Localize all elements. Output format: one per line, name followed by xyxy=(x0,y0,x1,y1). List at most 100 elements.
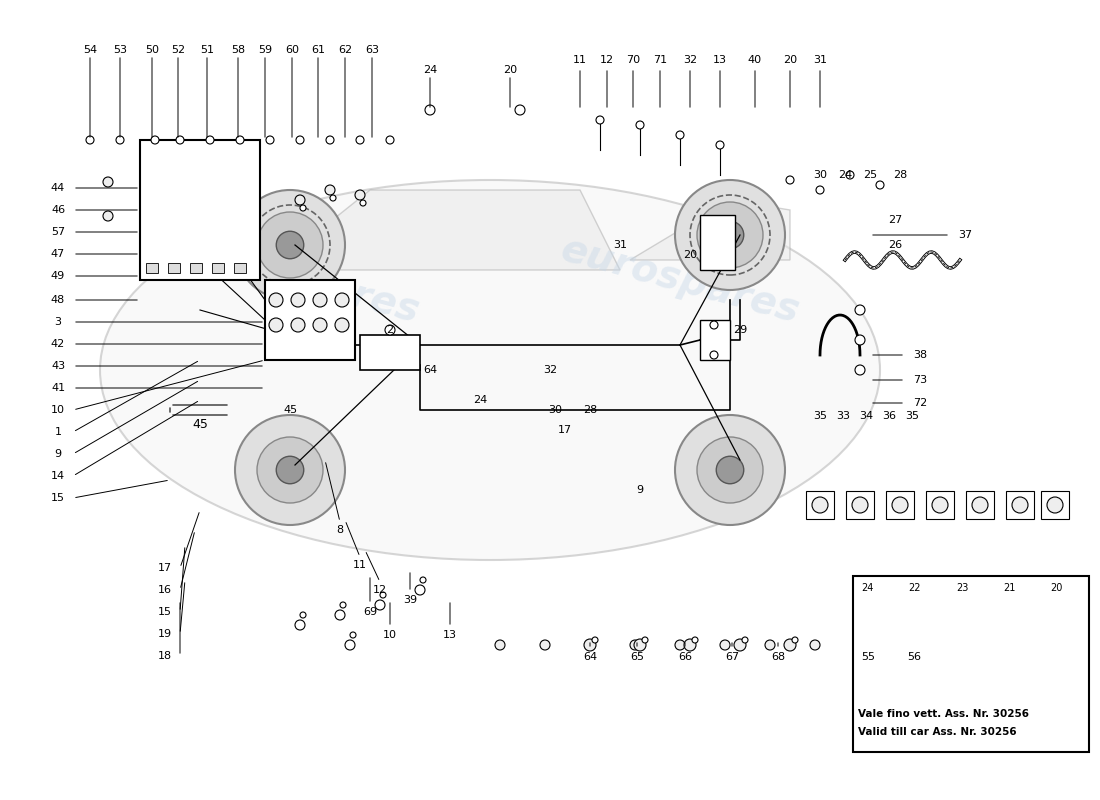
Circle shape xyxy=(692,637,698,643)
Circle shape xyxy=(116,136,124,144)
Text: 31: 31 xyxy=(813,55,827,65)
Circle shape xyxy=(266,136,274,144)
Circle shape xyxy=(415,585,425,595)
Circle shape xyxy=(972,497,988,513)
Circle shape xyxy=(336,293,349,307)
Circle shape xyxy=(716,141,724,149)
Circle shape xyxy=(932,497,948,513)
Bar xyxy=(1006,491,1034,519)
Circle shape xyxy=(292,318,305,332)
Circle shape xyxy=(420,577,426,583)
Text: 58: 58 xyxy=(231,45,245,55)
Circle shape xyxy=(540,640,550,650)
Circle shape xyxy=(876,181,884,189)
Circle shape xyxy=(642,637,648,643)
Text: 17: 17 xyxy=(558,425,572,435)
Text: 13: 13 xyxy=(443,630,456,640)
Text: 45: 45 xyxy=(283,405,297,415)
Circle shape xyxy=(276,231,304,258)
Circle shape xyxy=(379,592,386,598)
Circle shape xyxy=(734,639,746,651)
Circle shape xyxy=(720,640,730,650)
Ellipse shape xyxy=(100,180,880,560)
Text: 15: 15 xyxy=(51,493,65,503)
Text: 47: 47 xyxy=(51,249,65,259)
Circle shape xyxy=(103,177,113,187)
Text: 15: 15 xyxy=(158,607,172,617)
Circle shape xyxy=(716,222,744,249)
Bar xyxy=(146,263,158,273)
Circle shape xyxy=(336,610,345,620)
Circle shape xyxy=(742,637,748,643)
Circle shape xyxy=(855,365,865,375)
Text: 69: 69 xyxy=(363,607,377,617)
Circle shape xyxy=(375,600,385,610)
Bar xyxy=(966,491,994,519)
Circle shape xyxy=(385,325,395,335)
Circle shape xyxy=(846,171,854,179)
Text: 37: 37 xyxy=(958,230,972,240)
Circle shape xyxy=(855,305,865,315)
Text: 72: 72 xyxy=(913,398,927,408)
Circle shape xyxy=(792,637,798,643)
Text: 35: 35 xyxy=(813,411,827,421)
Bar xyxy=(700,320,730,360)
Circle shape xyxy=(176,136,184,144)
Circle shape xyxy=(596,116,604,124)
Circle shape xyxy=(855,335,865,345)
Bar xyxy=(806,491,834,519)
Text: 68: 68 xyxy=(771,652,785,662)
Circle shape xyxy=(922,637,928,643)
Circle shape xyxy=(296,136,304,144)
Polygon shape xyxy=(270,190,620,270)
Text: 45: 45 xyxy=(192,418,208,431)
Circle shape xyxy=(300,612,306,618)
Text: 32: 32 xyxy=(543,365,557,375)
Circle shape xyxy=(270,293,283,307)
Circle shape xyxy=(257,437,323,503)
Circle shape xyxy=(206,136,214,144)
Text: 3: 3 xyxy=(55,317,62,327)
Text: 59: 59 xyxy=(257,45,272,55)
Text: 46: 46 xyxy=(51,205,65,215)
Circle shape xyxy=(235,415,345,525)
Circle shape xyxy=(675,415,785,525)
Text: 12: 12 xyxy=(373,585,387,595)
Text: 24: 24 xyxy=(861,583,873,593)
Bar xyxy=(212,263,224,273)
Circle shape xyxy=(892,497,907,513)
Text: 73: 73 xyxy=(913,375,927,385)
Circle shape xyxy=(784,639,796,651)
Circle shape xyxy=(86,136,94,144)
Text: 48: 48 xyxy=(51,295,65,305)
Text: 29: 29 xyxy=(733,325,747,335)
Text: 56: 56 xyxy=(908,652,921,662)
Circle shape xyxy=(300,205,306,211)
Circle shape xyxy=(592,637,598,643)
Text: 25: 25 xyxy=(862,170,877,180)
Text: 28: 28 xyxy=(583,405,597,415)
Text: 16: 16 xyxy=(158,585,172,595)
Text: 18: 18 xyxy=(158,651,172,661)
Text: 52: 52 xyxy=(170,45,185,55)
Text: 66: 66 xyxy=(678,652,692,662)
Text: 50: 50 xyxy=(145,45,160,55)
Text: 12: 12 xyxy=(600,55,614,65)
Circle shape xyxy=(974,614,988,628)
Circle shape xyxy=(630,640,640,650)
Text: 40: 40 xyxy=(748,55,762,65)
Circle shape xyxy=(584,639,596,651)
Circle shape xyxy=(336,318,349,332)
Circle shape xyxy=(355,190,365,200)
Circle shape xyxy=(676,131,684,139)
Text: 67: 67 xyxy=(725,652,739,662)
Text: 71: 71 xyxy=(653,55,667,65)
Text: 21: 21 xyxy=(1003,583,1015,593)
Bar xyxy=(234,263,246,273)
Circle shape xyxy=(350,632,356,638)
Text: 35: 35 xyxy=(905,411,918,421)
Text: 11: 11 xyxy=(573,55,587,65)
Text: 20: 20 xyxy=(503,65,517,75)
Circle shape xyxy=(943,613,959,629)
Text: Vale fino vett. Ass. Nr. 30256: Vale fino vett. Ass. Nr. 30256 xyxy=(858,709,1028,719)
